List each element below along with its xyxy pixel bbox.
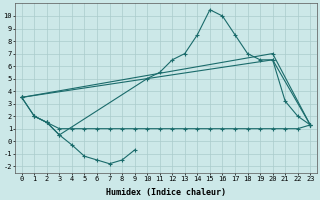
X-axis label: Humidex (Indice chaleur): Humidex (Indice chaleur) — [106, 188, 226, 197]
